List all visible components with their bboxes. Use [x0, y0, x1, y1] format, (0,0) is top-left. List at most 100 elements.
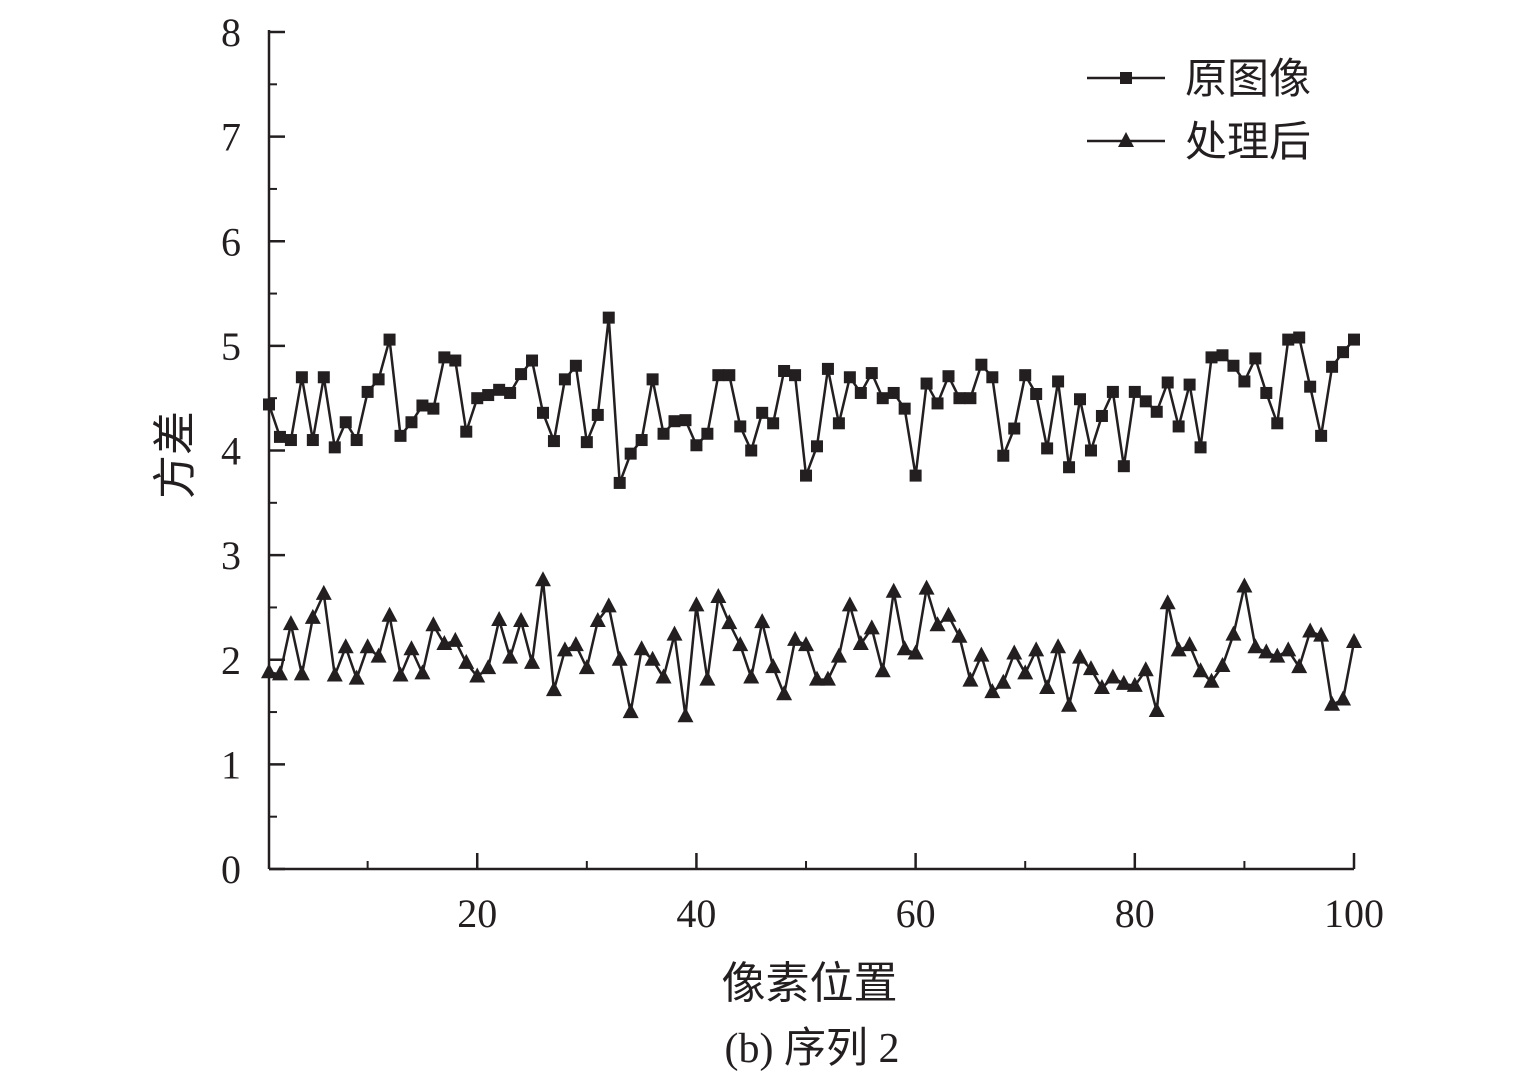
data-point — [591, 408, 604, 421]
data-point — [841, 596, 858, 612]
legend-entry: 原图像 — [1087, 54, 1311, 103]
series-2 — [261, 571, 1362, 723]
data-point — [732, 636, 749, 652]
data-point — [414, 664, 431, 680]
data-point — [1028, 641, 1045, 657]
data-point — [273, 430, 286, 443]
data-point — [1225, 625, 1242, 641]
x-tick-label: 100 — [1324, 891, 1384, 936]
data-point — [699, 670, 716, 686]
data-point — [1082, 660, 1099, 676]
data-point — [754, 613, 771, 629]
data-point — [1061, 696, 1078, 712]
x-axis-title: 像素位置 — [722, 958, 898, 1009]
data-point — [701, 427, 714, 440]
data-point — [1205, 351, 1218, 364]
data-point — [1249, 352, 1262, 365]
data-point — [1106, 385, 1119, 398]
x-tick-label: 80 — [1115, 891, 1155, 936]
data-point — [372, 373, 385, 386]
data-point — [513, 612, 530, 628]
data-point — [567, 636, 584, 652]
data-point — [580, 436, 593, 449]
data-point — [469, 667, 486, 683]
data-point — [1346, 632, 1362, 648]
data-point — [1072, 648, 1089, 664]
data-point — [1017, 664, 1034, 680]
data-point — [896, 640, 913, 656]
data-point — [854, 386, 867, 399]
y-tick-label: 2 — [221, 638, 241, 683]
data-point — [1335, 690, 1352, 706]
data-point — [447, 631, 464, 647]
data-point — [767, 417, 780, 430]
data-point — [491, 610, 508, 626]
data-point — [874, 662, 891, 678]
data-point — [1260, 386, 1273, 399]
data-point — [1128, 385, 1141, 398]
data-point — [339, 416, 352, 429]
data-point — [370, 647, 387, 663]
data-point — [282, 615, 299, 631]
data-point — [1324, 695, 1341, 711]
data-point — [745, 444, 758, 457]
data-point — [1170, 641, 1187, 657]
data-point — [526, 354, 539, 367]
data-point — [545, 681, 562, 697]
data-point — [863, 619, 880, 635]
data-point — [359, 638, 376, 654]
data-point — [876, 392, 889, 405]
data-point — [1039, 678, 1056, 694]
data-point — [973, 646, 990, 662]
data-point — [1074, 393, 1087, 406]
data-point — [1150, 405, 1163, 418]
data-point — [1093, 678, 1110, 694]
data-point — [1172, 420, 1185, 433]
data-point — [721, 614, 738, 630]
data-point — [885, 582, 902, 598]
data-point — [778, 364, 791, 377]
data-point — [1194, 441, 1207, 454]
data-point — [953, 392, 966, 405]
data-point — [756, 406, 769, 419]
data-point — [986, 371, 999, 384]
data-point — [666, 625, 683, 641]
data-point — [337, 638, 354, 654]
data-point — [1008, 422, 1021, 435]
data-point — [1227, 359, 1240, 372]
data-point — [1216, 349, 1229, 362]
data-point — [951, 627, 968, 643]
data-point — [929, 616, 946, 632]
data-point — [578, 659, 595, 675]
data-point — [293, 665, 310, 681]
data-point — [295, 371, 308, 384]
data-point — [909, 469, 922, 482]
data-point — [712, 369, 725, 382]
data-point — [1050, 638, 1067, 654]
data-point — [743, 668, 760, 684]
data-point — [1269, 647, 1286, 663]
data-point — [852, 635, 869, 651]
data-point — [940, 606, 957, 622]
data-point — [821, 362, 834, 375]
data-point — [482, 389, 495, 402]
data-point — [524, 653, 541, 669]
data-point — [995, 673, 1012, 689]
axes: 0 1 2 3 4 5 6 7 8 20 40 60 80 100 — [221, 10, 1384, 936]
data-point — [261, 663, 277, 679]
data-point — [1214, 657, 1231, 673]
series-1 — [263, 311, 1360, 489]
data-point — [997, 449, 1010, 462]
data-point — [843, 371, 856, 384]
data-point — [865, 367, 878, 380]
data-point — [830, 647, 847, 663]
legend-marker — [1118, 132, 1134, 147]
data-point — [263, 398, 275, 411]
data-point — [403, 640, 420, 656]
data-point — [1271, 417, 1284, 430]
data-point — [679, 414, 692, 427]
data-point — [328, 441, 341, 454]
data-point — [1282, 333, 1295, 346]
data-point — [808, 670, 825, 686]
